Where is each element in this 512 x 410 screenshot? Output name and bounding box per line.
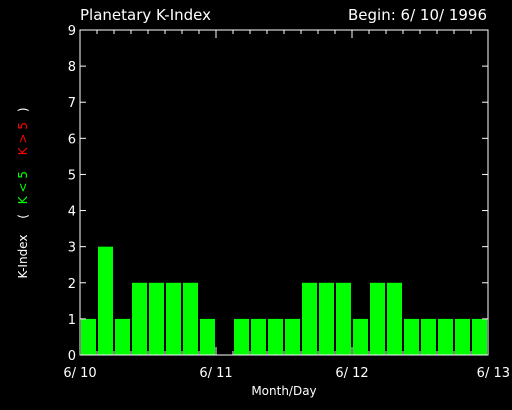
y-tick-label: 3 xyxy=(68,241,76,256)
bar xyxy=(285,318,300,355)
bar xyxy=(336,282,351,355)
bar xyxy=(98,246,113,355)
y-tick-label: 2 xyxy=(68,277,76,292)
x-axis-label: Month/Day xyxy=(251,384,316,398)
y-axis-label: K-Index ( K < 5 K > 5 ) xyxy=(16,107,30,278)
bar xyxy=(149,282,164,355)
y-axis-label-low: K < 5 xyxy=(16,171,30,204)
bar xyxy=(81,318,96,355)
x-tick-label: 6/ 10 xyxy=(63,366,96,381)
bar xyxy=(421,318,436,355)
x-tick-label: 6/ 13 xyxy=(477,366,510,381)
y-axis-label-high: K > 5 xyxy=(16,122,30,155)
y-tick-label: 8 xyxy=(68,60,76,75)
bar xyxy=(353,318,368,355)
bar xyxy=(370,282,385,355)
y-tick-label: 1 xyxy=(68,313,76,328)
bar xyxy=(438,318,453,355)
y-tick-label: 0 xyxy=(68,349,76,364)
bar xyxy=(319,282,334,355)
bar xyxy=(251,318,266,355)
y-axis-label-group: K-Index ( K < 5 K > 5 ) xyxy=(16,107,30,278)
bars-group xyxy=(81,246,487,355)
bar xyxy=(268,318,283,355)
chart-title: Planetary K-Index xyxy=(80,6,211,24)
y-tick-label: 5 xyxy=(68,168,76,183)
bar xyxy=(302,282,317,355)
bar xyxy=(404,318,419,355)
y-tick-label: 4 xyxy=(68,205,76,220)
x-tick-label: 6/ 12 xyxy=(335,366,368,381)
y-tick-label: 6 xyxy=(68,132,76,147)
bar xyxy=(455,318,470,355)
y-axis-label-open-paren: ( xyxy=(16,214,30,219)
bar xyxy=(234,318,249,355)
bar xyxy=(472,318,487,355)
bar xyxy=(166,282,181,355)
bar xyxy=(132,282,147,355)
y-axis-label-main: K-Index xyxy=(16,235,30,279)
y-axis-label-close-paren: ) xyxy=(16,107,30,112)
bar xyxy=(200,318,215,355)
bar xyxy=(387,282,402,355)
y-tick-label: 7 xyxy=(68,96,76,111)
x-tick-label: 6/ 11 xyxy=(199,366,232,381)
y-ticks-group: 0 1 2 3 4 5 6 7 8 9 xyxy=(68,24,488,364)
begin-date-label: Begin: 6/ 10/ 1996 xyxy=(348,6,487,24)
bar xyxy=(183,282,198,355)
x-ticks-group: 6/ 10 6/ 11 6/ 12 6/ 13 xyxy=(63,30,510,381)
bar xyxy=(115,318,130,355)
y-tick-label: 9 xyxy=(68,24,76,39)
